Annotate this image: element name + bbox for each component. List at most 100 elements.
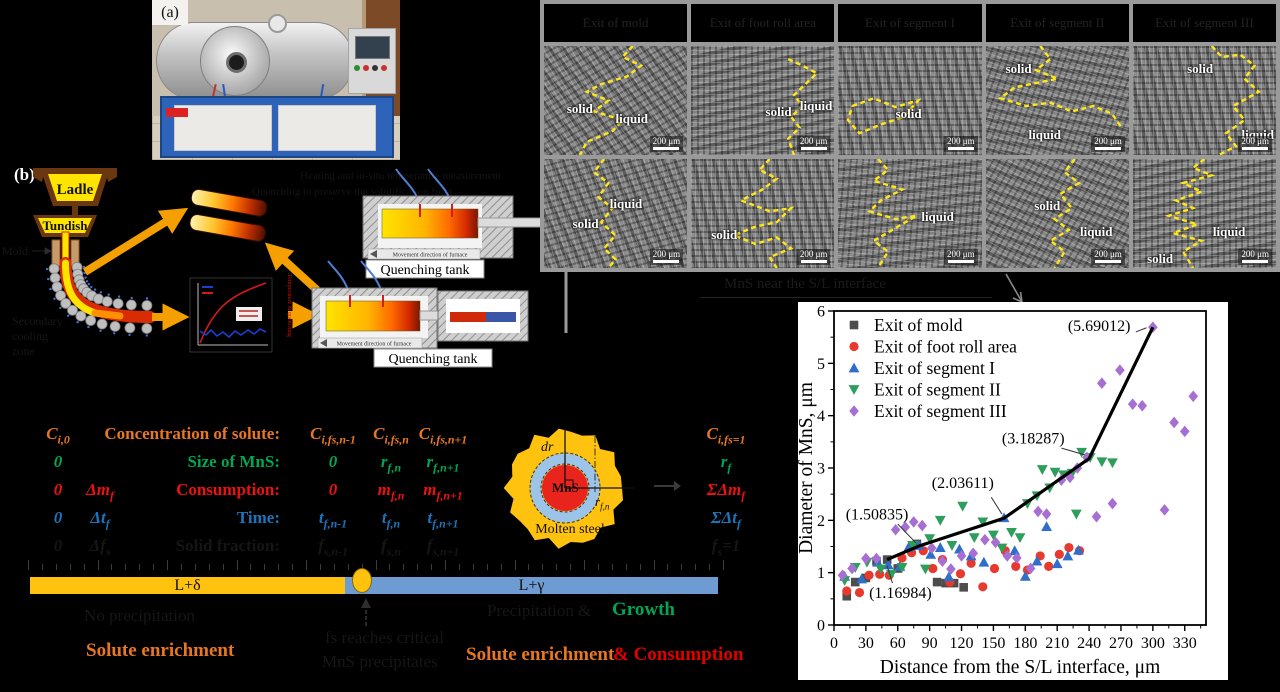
ruler-tick xyxy=(458,564,460,570)
scale-bar: 200 μm xyxy=(944,136,978,152)
control-panel xyxy=(348,28,396,94)
scale-bar-line xyxy=(1095,260,1121,263)
annotation-line xyxy=(1061,447,1085,456)
triangle-down-marker xyxy=(1076,447,1088,458)
scale-bar-text: 200 μm xyxy=(1241,249,1269,259)
ruler-tick xyxy=(41,564,43,570)
y-tick-label: 3 xyxy=(817,461,825,478)
ladle-handle xyxy=(105,168,117,182)
ruler-tick xyxy=(250,564,252,570)
precipitation-label: Precipitation & xyxy=(487,601,592,620)
x-tick-label: 0 xyxy=(830,635,838,652)
triangle-up-marker xyxy=(1009,545,1021,556)
solute-cell-v1: tf,n-1 xyxy=(318,508,348,531)
panel-b-label: (b) xyxy=(14,165,35,184)
ruler-tick xyxy=(361,564,363,570)
spray-nozzle-icon xyxy=(49,287,52,291)
micrograph-grid: Exit of mold Exit of foot roll area Exit o… xyxy=(540,0,1280,272)
chart-plot: 0 30 60 90 120 150 180 210 240 270 300 330 0 1 2 3 4 5 6 Di… xyxy=(796,304,1207,678)
diamond-marker xyxy=(1169,416,1179,429)
solute-cell-v2: fs,n xyxy=(381,536,401,559)
micrograph-header: Exit of segment II xyxy=(985,4,1129,42)
triangle-down-marker xyxy=(1049,467,1061,478)
ruler-tick xyxy=(97,560,99,570)
scale-bar: 200 μm xyxy=(649,136,684,152)
ruler-tick xyxy=(639,564,641,570)
solute-row: 0 Δmf Consumption: 0 mf,n mf,n+1 ΣΔmf xyxy=(0,480,780,506)
ruler-tick xyxy=(709,564,711,570)
furnace-photo: (a) xyxy=(152,0,400,160)
triangle-up-marker xyxy=(848,362,860,373)
ruler-tick xyxy=(695,564,697,570)
diamond-marker xyxy=(837,569,848,582)
movement-strip xyxy=(367,248,481,260)
spray-nozzle-icon xyxy=(47,277,50,281)
diamond-marker xyxy=(980,533,990,546)
spray-nozzle-icon xyxy=(53,297,56,300)
annotation-line xyxy=(990,497,1003,515)
spray-nozzle-icon xyxy=(45,267,49,271)
scale-bar: 200 μm xyxy=(944,249,978,265)
scale-bar-line xyxy=(1095,147,1121,150)
ruler-tick xyxy=(681,564,683,570)
solute-row: 0 Δtf Time: tf,n-1 tf,n tf,n+1 ΣΔtf xyxy=(0,508,780,534)
ruler-tick xyxy=(69,564,71,570)
ruler-tick xyxy=(486,564,488,570)
mns-growth-svg xyxy=(503,428,635,549)
scale-bar-text: 200 μm xyxy=(1241,136,1269,146)
caption-arrow-icon xyxy=(1005,273,1023,303)
button-icon xyxy=(363,65,369,71)
triangle-down-marker xyxy=(1006,527,1017,538)
solid-label: solid xyxy=(711,226,738,242)
diamond-marker xyxy=(1097,377,1107,390)
circle-marker xyxy=(1064,542,1074,553)
solute-row: Ci,0 Concentration of solute: Ci,fs,n-1 Ci,… xyxy=(0,424,780,450)
diamond-marker xyxy=(1127,398,1138,410)
solute-cell-v1: fs,n-1 xyxy=(318,536,348,559)
circle-marker xyxy=(955,569,966,579)
ruler-tick xyxy=(584,560,585,570)
solute-cell-init: 0 xyxy=(53,480,63,499)
ruler-tick xyxy=(292,564,294,570)
scale-bar-line xyxy=(653,260,680,263)
diamond-marker xyxy=(1012,552,1022,564)
roller-icon xyxy=(60,297,72,309)
solid-label: solid xyxy=(1034,198,1061,214)
triangle-up-marker xyxy=(1062,550,1074,561)
roller-icon xyxy=(48,263,60,275)
solute-cell-delta: Δmf xyxy=(86,480,114,503)
cooling-zone-line2: cooling xyxy=(12,329,48,343)
red-temp-curve xyxy=(199,282,267,344)
solute-cell-label: Solid fraction: xyxy=(175,536,280,555)
scale-bar-line xyxy=(1242,147,1269,150)
ruler-tick xyxy=(333,564,335,570)
square-marker xyxy=(932,577,942,587)
ruler-tick xyxy=(347,564,349,570)
ruler-tick xyxy=(542,564,544,570)
diamond-marker xyxy=(1041,508,1052,520)
diamond-marker xyxy=(1002,550,1013,562)
brand-logo xyxy=(166,108,188,117)
scale-bar-text: 200 μm xyxy=(947,249,975,259)
diamond-marker xyxy=(1091,510,1102,523)
left-arrow-icon xyxy=(320,339,327,347)
scale-bar-line xyxy=(947,147,974,150)
legend-label: Exit of segment III xyxy=(874,401,1007,421)
annotation-label: (2.03611) xyxy=(932,475,994,492)
ruler-tick xyxy=(55,564,57,570)
triangle-down-marker xyxy=(957,501,969,512)
annotation-label: (5.69012) xyxy=(1068,318,1131,335)
solute-cell-label: Size of MnS: xyxy=(187,452,280,471)
x-tick-label: 180 xyxy=(1013,635,1037,652)
triangle-down-marker xyxy=(977,517,989,528)
ruler-tick xyxy=(570,564,572,570)
circle-marker xyxy=(854,587,865,598)
tundish-melt xyxy=(38,218,92,233)
scale-bar: 200 μm xyxy=(649,249,684,265)
solute-balance-table: Ci,0 Concentration of solute: Ci,fs,n-1 Ci,… xyxy=(0,418,780,568)
scale-bar: 200 μm xyxy=(1091,136,1125,152)
sl-interface-line xyxy=(578,46,644,155)
control-cabinet xyxy=(160,96,394,158)
ladle-label: Ladle xyxy=(57,182,94,198)
triangle-down-marker xyxy=(934,515,946,526)
